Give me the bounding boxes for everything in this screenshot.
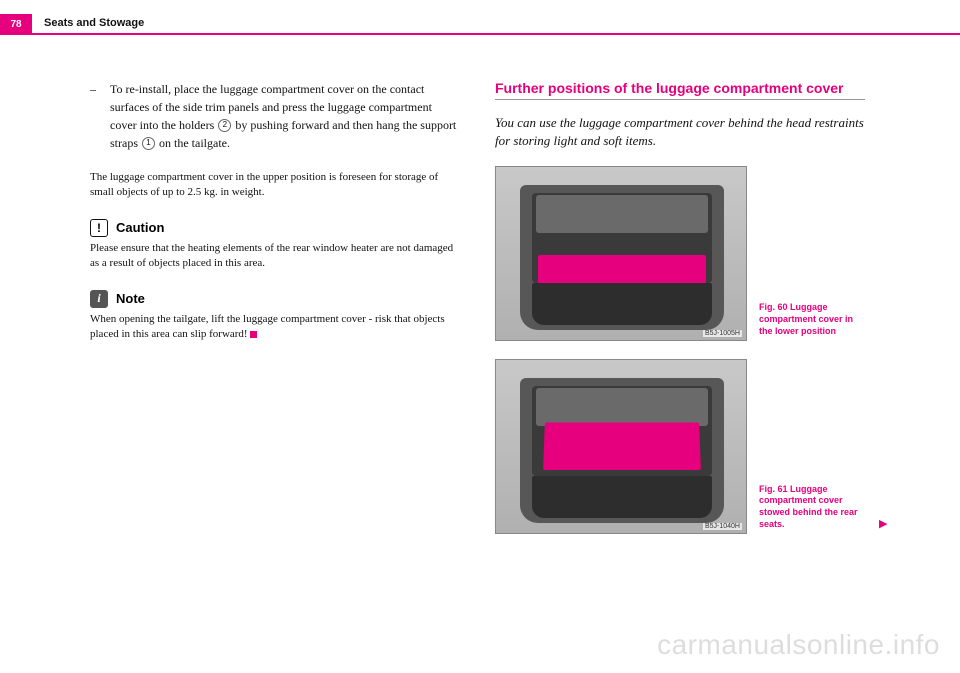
running-header: Seats and Stowage xyxy=(44,17,144,29)
header-rule xyxy=(0,33,960,35)
holder-badge-2: 2 xyxy=(218,119,231,132)
text-fragment: on the tailgate. xyxy=(156,136,230,150)
figure-60-caption: Fig. 60 Luggage compartment cover in the… xyxy=(759,302,869,341)
caution-label: Caution xyxy=(116,220,164,235)
section-subhead: You can use the luggage compartment cove… xyxy=(495,114,865,150)
note-head: i Note xyxy=(90,290,460,308)
trunk-floor xyxy=(532,283,712,325)
right-column: Further positions of the luggage compart… xyxy=(495,80,935,552)
figure-60-row: B5J-1005H Fig. 60 Luggage compartment co… xyxy=(495,166,935,341)
figure-60-image: B5J-1005H xyxy=(495,166,747,341)
image-code: B5J-1040H xyxy=(703,523,742,530)
note-label: Note xyxy=(116,291,145,306)
figure-61-caption-wrap: Fig. 61 Luggage compartment cover stowed… xyxy=(759,484,887,535)
luggage-cover-stowed xyxy=(543,423,701,471)
install-step-text: To re-install, place the luggage compart… xyxy=(110,80,460,152)
end-marker xyxy=(250,331,257,338)
install-step: – To re-install, place the luggage compa… xyxy=(90,80,460,152)
luggage-cover-lower xyxy=(538,255,706,285)
figure-61-row: B5J-1040H Fig. 61 Luggage compartment co… xyxy=(495,359,935,534)
watermark: carmanualsonline.info xyxy=(657,629,940,661)
left-column: – To re-install, place the luggage compa… xyxy=(90,80,460,360)
bullet-dash: – xyxy=(90,80,100,152)
section-heading: Further positions of the luggage compart… xyxy=(495,80,935,96)
storage-note: The luggage compartment cover in the upp… xyxy=(90,170,460,201)
continue-arrow-icon: ▶ xyxy=(879,518,887,530)
strap-badge-1: 1 xyxy=(142,137,155,150)
figure-61-caption: Fig. 61 Luggage compartment cover stowed… xyxy=(759,484,869,535)
rear-seats xyxy=(536,195,708,233)
image-code: B5J-1005H xyxy=(703,330,742,337)
caution-head: ! Caution xyxy=(90,219,460,237)
caution-text: Please ensure that the heating elements … xyxy=(90,241,460,272)
caution-icon: ! xyxy=(90,219,108,237)
heading-rule xyxy=(495,99,865,100)
note-text: When opening the tailgate, lift the lugg… xyxy=(90,312,460,343)
figure-61-image: B5J-1040H xyxy=(495,359,747,534)
page-number-tab: 78 xyxy=(0,14,32,34)
info-icon: i xyxy=(90,290,108,308)
rear-seats xyxy=(536,388,708,426)
trunk-floor xyxy=(532,476,712,518)
note-text-content: When opening the tailgate, lift the lugg… xyxy=(90,313,445,340)
